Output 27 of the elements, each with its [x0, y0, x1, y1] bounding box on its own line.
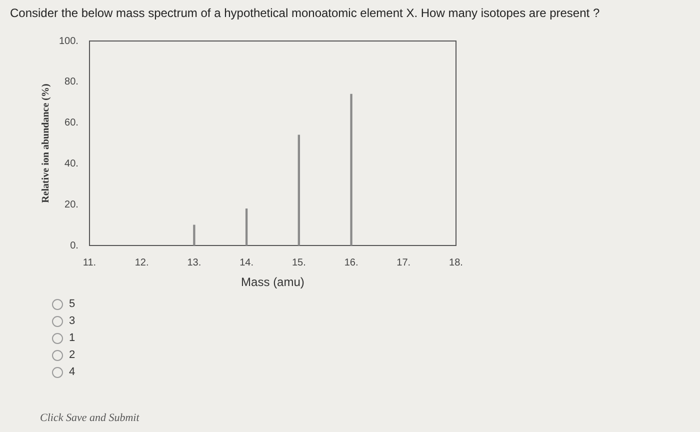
bar [193, 224, 196, 246]
x-tick-label: 13. [187, 257, 202, 268]
x-tick-label: 17. [396, 257, 411, 268]
y-tick-label: 60. [64, 118, 78, 129]
text: 1 [69, 332, 76, 344]
y-tick-label: 100. [58, 36, 78, 47]
chart-title: Consider the below mass spectrum of a hypothetical monoatomic element X. How many isotopes are present ? [10, 6, 600, 20]
y-tick-label: 20. [64, 199, 78, 210]
x-tick-label: 12. [134, 257, 149, 268]
bar [298, 134, 300, 246]
bar [245, 208, 248, 246]
text: 3 [69, 315, 76, 327]
y-tick-label: 80. [64, 76, 78, 88]
text: 2 [69, 349, 76, 361]
y-tick-label: 0. [70, 240, 78, 252]
x-tick-label: 11. [82, 257, 96, 268]
y-tick-label: 40. [64, 158, 78, 170]
text: 4 [69, 366, 76, 378]
text: 5 [69, 298, 76, 310]
text: Click Save and Submit [40, 412, 140, 424]
bar [350, 94, 352, 246]
x-axis-title: Mass (amu) [241, 275, 304, 290]
y-axis-title: Relative ion abundance (%) [40, 84, 52, 203]
x-tick-label: 16. [344, 257, 358, 268]
x-tick-label: 15. [292, 257, 306, 268]
x-tick-label: 18. [449, 257, 463, 268]
x-tick-label: 14. [240, 257, 254, 268]
